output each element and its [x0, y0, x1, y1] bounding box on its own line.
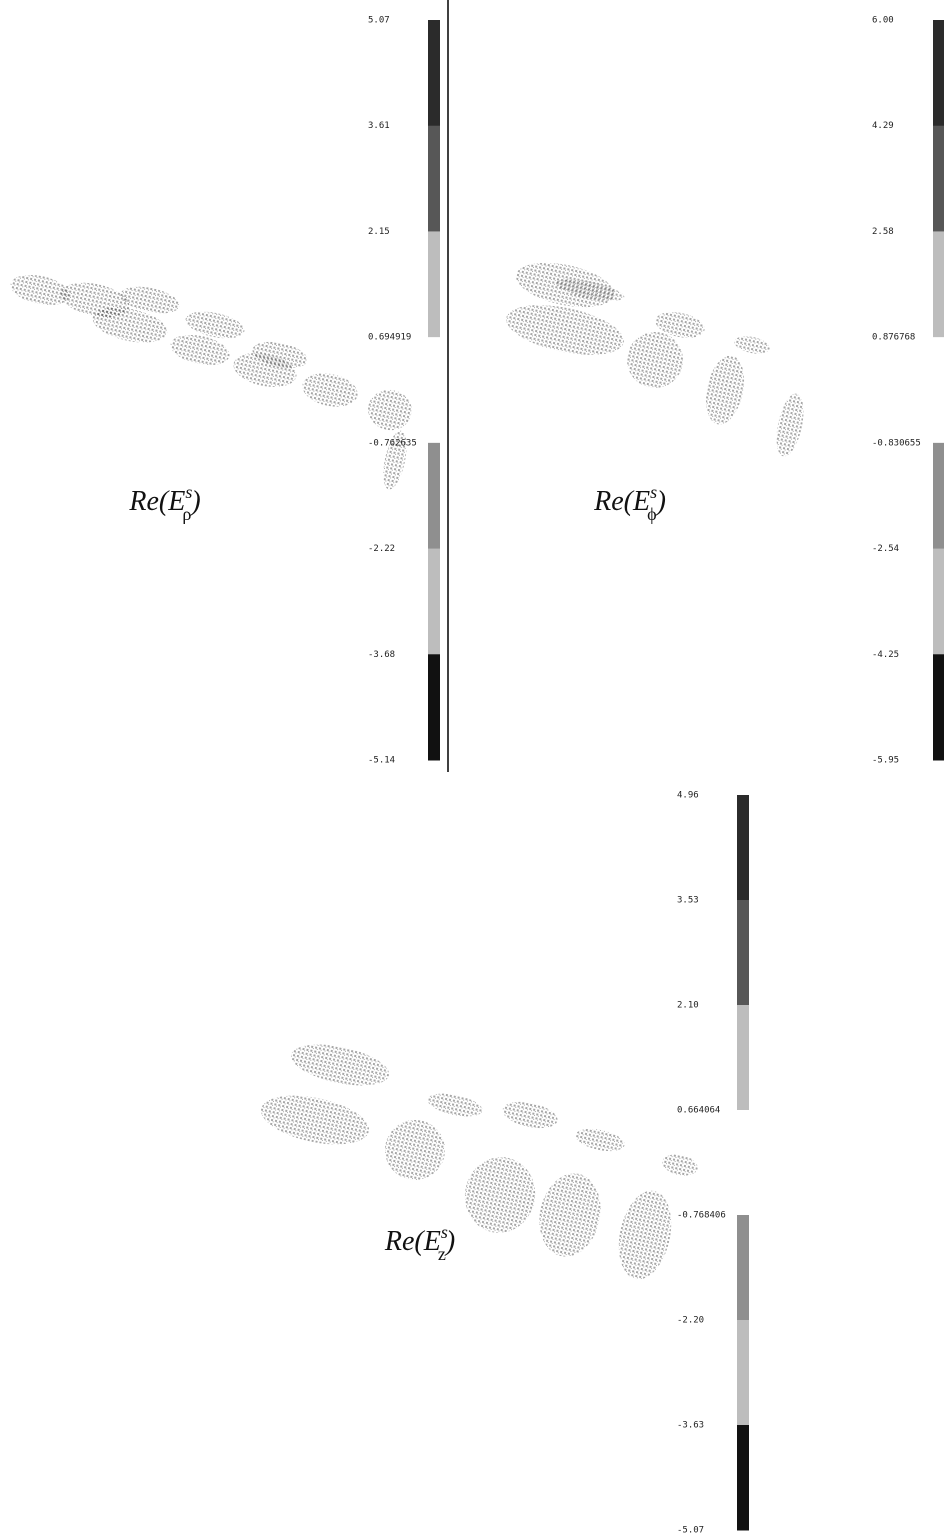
- colorbar-segment: [933, 20, 944, 126]
- colorbar-label: 0.694919: [368, 333, 411, 343]
- colorbar-segment: [933, 231, 944, 337]
- colorbar-label: -5.07: [677, 1526, 704, 1535]
- field-blob: [733, 333, 772, 356]
- colorbar-label: -3.63: [677, 1421, 704, 1431]
- colorbar-label: -5.14: [368, 756, 395, 766]
- colorbar-segment: [428, 231, 440, 337]
- colorbar-label: -3.68: [368, 650, 395, 660]
- colorbar-label: 4.96: [677, 791, 699, 801]
- label-base: Re(E: [593, 486, 650, 517]
- field-blob: [257, 1087, 374, 1153]
- colorbar-segment: [737, 900, 749, 1006]
- colorbar-segment: [933, 126, 944, 232]
- colorbar-label: -2.20: [677, 1316, 704, 1326]
- label-base: Re(E: [384, 1226, 441, 1257]
- colorbar-label: -2.22: [368, 544, 395, 554]
- colorbar-label: -0.762635: [368, 438, 417, 448]
- colorbar-label: 6.00: [872, 16, 894, 26]
- field-blob: [532, 1168, 608, 1263]
- label-sub: z: [438, 1244, 446, 1264]
- colorbar-segment: [933, 549, 944, 655]
- colorbar-segment: [428, 20, 440, 126]
- colorbar-segment: [933, 337, 944, 443]
- colorbar-label: 2.58: [872, 227, 894, 237]
- field-blob: [299, 369, 360, 412]
- field-blob: [611, 1186, 679, 1284]
- field-blob: [500, 1097, 560, 1132]
- colorbar-segment: [737, 1425, 749, 1531]
- label-base: Re(E: [128, 486, 185, 517]
- field-blob: [287, 1037, 392, 1093]
- colorbar-segment: [428, 126, 440, 232]
- field-blob: [379, 1114, 450, 1185]
- colorbar-label: -0.768406: [677, 1211, 726, 1221]
- colorbar-segment: [428, 337, 440, 443]
- colorbar-label: -2.54: [872, 544, 899, 554]
- field-blob: [458, 1151, 542, 1240]
- label-close: ): [189, 486, 200, 517]
- panel: 4.96 3.53 2.10 0.664064 -0.768406 -2.20 -3.63 -…: [257, 791, 749, 1535]
- colorbar-label: -5.95: [872, 756, 899, 766]
- figure: 5.07 3.61 2.15 0.694919 -0.762635 -2.22 -3.68 -…: [0, 0, 944, 1535]
- colorbar-segment: [737, 1110, 749, 1216]
- page: 5.07 3.61 2.15 0.694919 -0.762635 -2.22 -3.68 -…: [0, 0, 944, 1535]
- colorbar-segment: [737, 1215, 749, 1321]
- label-sub: ϕ: [647, 504, 656, 524]
- colorbar-label: 5.07: [368, 16, 390, 26]
- field-blob: [573, 1125, 626, 1155]
- colorbar-label: 4.29: [872, 121, 894, 131]
- colorbar-label: 3.61: [368, 121, 390, 131]
- colorbar-label: 3.53: [677, 896, 699, 906]
- colorbar-segment: [737, 795, 749, 901]
- field-blob: [660, 1151, 699, 1178]
- colorbar-label: 2.10: [677, 1001, 699, 1011]
- panel: 6.00 4.29 2.58 0.876768 -0.830655 -2.54 -4.25 -…: [502, 16, 944, 766]
- colorbar-segment: [428, 654, 440, 760]
- colorbar-label: 0.664064: [677, 1106, 720, 1116]
- colorbar-segment: [737, 1005, 749, 1111]
- field-blob: [700, 352, 750, 428]
- label-sub: ρ: [182, 504, 191, 524]
- label-close: ): [655, 486, 666, 517]
- colorbar-label: 2.15: [368, 227, 390, 237]
- colorbar-segment: [428, 549, 440, 655]
- field-blob: [364, 386, 415, 434]
- colorbar-segment: [428, 443, 440, 549]
- field-blob: [502, 296, 629, 364]
- label-close: ): [444, 1226, 455, 1257]
- colorbar-segment: [933, 654, 944, 760]
- field-blob: [426, 1089, 485, 1120]
- field-blob: [772, 391, 809, 459]
- panel: 5.07 3.61 2.15 0.694919 -0.762635 -2.22 -3.68 -…: [8, 16, 440, 766]
- colorbar-segment: [737, 1320, 749, 1426]
- colorbar-label: 0.876768: [872, 333, 915, 343]
- colorbar-label: -4.25: [872, 650, 899, 660]
- colorbar-segment: [933, 443, 944, 549]
- colorbar-label: -0.830655: [872, 438, 921, 448]
